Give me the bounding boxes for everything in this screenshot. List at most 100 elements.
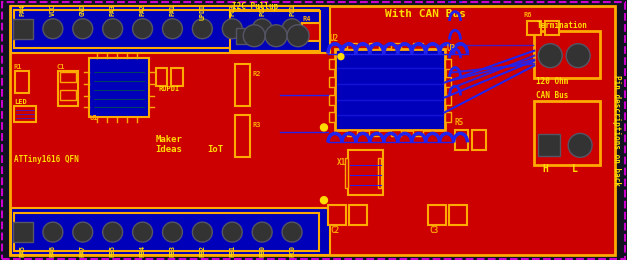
Text: U3: U3 xyxy=(446,44,456,53)
Bar xyxy=(391,131,401,137)
Bar xyxy=(13,19,33,39)
Bar xyxy=(445,77,451,87)
Circle shape xyxy=(282,222,302,242)
Bar xyxy=(230,11,320,51)
Circle shape xyxy=(192,19,213,39)
Text: PC1: PC1 xyxy=(289,4,295,16)
Circle shape xyxy=(103,222,123,242)
Bar xyxy=(448,205,466,225)
Text: UPDI: UPDI xyxy=(199,4,206,20)
Bar xyxy=(413,43,423,49)
Bar xyxy=(369,43,379,49)
Circle shape xyxy=(538,44,562,68)
Text: LED: LED xyxy=(14,99,27,105)
Text: R4: R4 xyxy=(302,16,310,22)
Text: R2: R2 xyxy=(252,71,261,77)
Text: PA2: PA2 xyxy=(140,4,145,16)
Bar xyxy=(545,21,559,35)
Text: X1: X1 xyxy=(337,158,346,167)
Bar xyxy=(15,71,29,93)
Bar xyxy=(445,59,451,69)
Circle shape xyxy=(568,133,592,157)
Circle shape xyxy=(132,19,152,39)
Text: U1: U1 xyxy=(90,115,98,121)
Bar xyxy=(328,205,346,225)
Circle shape xyxy=(566,44,590,68)
Circle shape xyxy=(73,19,93,39)
Bar xyxy=(14,213,319,251)
Text: PB1: PB1 xyxy=(229,245,235,257)
Circle shape xyxy=(243,25,265,47)
Circle shape xyxy=(43,222,63,242)
Text: I2C Pullup: I2C Pullup xyxy=(232,2,278,11)
Circle shape xyxy=(103,19,123,39)
Bar xyxy=(534,101,600,165)
Bar xyxy=(445,113,451,122)
Text: PA1: PA1 xyxy=(169,4,176,16)
Text: IoT: IoT xyxy=(208,145,223,154)
Bar xyxy=(155,68,167,86)
Circle shape xyxy=(320,124,327,131)
Circle shape xyxy=(162,19,182,39)
Bar xyxy=(171,68,184,86)
Text: PC0: PC0 xyxy=(289,245,295,257)
Circle shape xyxy=(162,222,182,242)
Bar xyxy=(89,58,149,118)
Text: C3: C3 xyxy=(429,226,439,235)
Bar xyxy=(235,115,250,157)
Text: PA7: PA7 xyxy=(80,245,86,257)
Bar xyxy=(329,77,335,87)
Bar xyxy=(60,72,76,82)
Circle shape xyxy=(73,222,93,242)
Bar xyxy=(329,113,335,122)
Bar xyxy=(413,131,423,137)
Bar xyxy=(391,43,401,49)
Bar xyxy=(534,31,600,77)
Text: CAN Bus: CAN Bus xyxy=(536,90,569,100)
Circle shape xyxy=(43,19,63,39)
Circle shape xyxy=(252,222,272,242)
Text: Ideas: Ideas xyxy=(155,145,182,154)
Text: R6: R6 xyxy=(524,12,532,18)
Bar xyxy=(345,158,348,188)
Text: PA6: PA6 xyxy=(50,245,56,257)
Circle shape xyxy=(252,19,272,39)
Text: With CAN Bus: With CAN Bus xyxy=(385,9,466,19)
Bar xyxy=(11,208,330,255)
Bar xyxy=(302,23,320,41)
Bar xyxy=(348,150,382,195)
Bar xyxy=(473,131,487,150)
Text: Pin descriptions on back: Pin descriptions on back xyxy=(611,75,621,186)
Circle shape xyxy=(223,222,242,242)
Text: H: H xyxy=(542,164,548,174)
Bar xyxy=(347,43,357,49)
Text: VCC: VCC xyxy=(50,4,56,16)
Text: L: L xyxy=(572,164,578,174)
Bar xyxy=(347,131,357,137)
Bar xyxy=(378,158,381,188)
Text: PC2: PC2 xyxy=(259,4,265,16)
Circle shape xyxy=(287,25,309,47)
Bar xyxy=(329,59,335,69)
Circle shape xyxy=(338,54,344,60)
Text: Maker: Maker xyxy=(155,135,182,144)
Text: PB3: PB3 xyxy=(169,245,176,257)
Bar xyxy=(14,107,36,122)
Circle shape xyxy=(223,19,242,39)
Circle shape xyxy=(320,197,327,204)
Text: PA4: PA4 xyxy=(20,4,26,16)
Text: C2: C2 xyxy=(330,226,339,235)
Bar xyxy=(329,95,335,105)
Text: R1: R1 xyxy=(14,64,23,70)
Text: R3: R3 xyxy=(252,122,261,128)
Bar xyxy=(60,89,76,100)
Bar xyxy=(428,205,446,225)
Text: Termination: Termination xyxy=(536,21,587,30)
Bar xyxy=(235,64,250,106)
Bar xyxy=(349,205,367,225)
Text: PB0: PB0 xyxy=(259,245,265,257)
Bar xyxy=(369,131,379,137)
Circle shape xyxy=(192,222,213,242)
Text: R5: R5 xyxy=(455,119,464,127)
Text: U2: U2 xyxy=(330,34,339,43)
